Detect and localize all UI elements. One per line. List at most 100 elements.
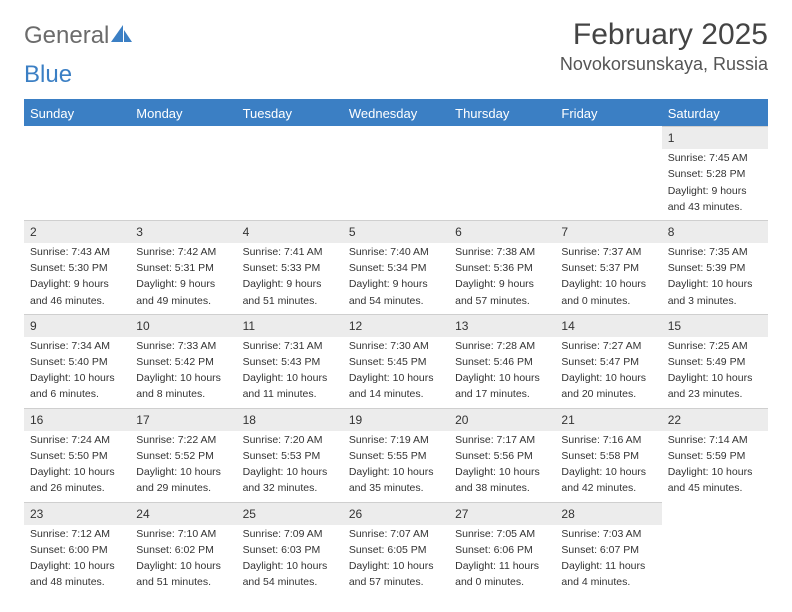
day-number: 7 [555, 220, 661, 243]
week-row: 23Sunrise: 7:12 AMSunset: 6:00 PMDayligh… [24, 502, 768, 596]
day2-text: and 20 minutes. [555, 385, 661, 401]
day-number: 11 [237, 314, 343, 337]
location-text: Novokorsunskaya, Russia [560, 54, 768, 75]
day-number: 19 [343, 408, 449, 431]
week-row: 1Sunrise: 7:45 AMSunset: 5:28 PMDaylight… [24, 126, 768, 220]
sunrise-text: Sunrise: 7:35 AM [662, 243, 768, 259]
day-cell: 15Sunrise: 7:25 AMSunset: 5:49 PMDayligh… [662, 314, 768, 408]
calendar: Sunday Monday Tuesday Wednesday Thursday… [24, 99, 768, 595]
sunrise-text: Sunrise: 7:31 AM [237, 337, 343, 353]
day1-text: Daylight: 11 hours [449, 557, 555, 573]
day-cell: 11Sunrise: 7:31 AMSunset: 5:43 PMDayligh… [237, 314, 343, 408]
day-number: 18 [237, 408, 343, 431]
day-number: 28 [555, 502, 661, 525]
day-number: 15 [662, 314, 768, 337]
day2-text: and 32 minutes. [237, 479, 343, 495]
day2-text: and 23 minutes. [662, 385, 768, 401]
day2-text: and 17 minutes. [449, 385, 555, 401]
sunset-text: Sunset: 6:06 PM [449, 541, 555, 557]
sunset-text: Sunset: 5:50 PM [24, 447, 130, 463]
sunset-text: Sunset: 5:55 PM [343, 447, 449, 463]
day1-text: Daylight: 10 hours [662, 463, 768, 479]
weekday-header: Wednesday [343, 101, 449, 126]
day-cell: 10Sunrise: 7:33 AMSunset: 5:42 PMDayligh… [130, 314, 236, 408]
sunset-text: Sunset: 5:46 PM [449, 353, 555, 369]
sunrise-text: Sunrise: 7:33 AM [130, 337, 236, 353]
weekday-header: Monday [130, 101, 236, 126]
sunset-text: Sunset: 5:36 PM [449, 259, 555, 275]
day-number: 4 [237, 220, 343, 243]
sunset-text: Sunset: 5:40 PM [24, 353, 130, 369]
day-number: 23 [24, 502, 130, 525]
week-row: 16Sunrise: 7:24 AMSunset: 5:50 PMDayligh… [24, 408, 768, 502]
day1-text: Daylight: 10 hours [555, 275, 661, 291]
day-cell: 3Sunrise: 7:42 AMSunset: 5:31 PMDaylight… [130, 220, 236, 314]
day1-text: Daylight: 10 hours [130, 463, 236, 479]
day-cell: 22Sunrise: 7:14 AMSunset: 5:59 PMDayligh… [662, 408, 768, 502]
logo: General [24, 18, 133, 50]
day2-text: and 51 minutes. [237, 292, 343, 308]
sunset-text: Sunset: 5:28 PM [662, 165, 768, 181]
logo-text-blue: Blue [24, 61, 72, 89]
day-cell: 8Sunrise: 7:35 AMSunset: 5:39 PMDaylight… [662, 220, 768, 314]
sunset-text: Sunset: 5:42 PM [130, 353, 236, 369]
day2-text: and 42 minutes. [555, 479, 661, 495]
day2-text: and 8 minutes. [130, 385, 236, 401]
day-cell [237, 126, 343, 220]
day-number: 14 [555, 314, 661, 337]
day-cell: 1Sunrise: 7:45 AMSunset: 5:28 PMDaylight… [662, 126, 768, 220]
day2-text: and 4 minutes. [555, 573, 661, 589]
day-number: 9 [24, 314, 130, 337]
sunrise-text: Sunrise: 7:38 AM [449, 243, 555, 259]
sunrise-text: Sunrise: 7:43 AM [24, 243, 130, 259]
day-cell: 17Sunrise: 7:22 AMSunset: 5:52 PMDayligh… [130, 408, 236, 502]
day-number: 20 [449, 408, 555, 431]
day-cell: 27Sunrise: 7:05 AMSunset: 6:06 PMDayligh… [449, 502, 555, 596]
day2-text: and 49 minutes. [130, 292, 236, 308]
sunrise-text: Sunrise: 7:40 AM [343, 243, 449, 259]
day1-text: Daylight: 10 hours [449, 369, 555, 385]
day-number: 2 [24, 220, 130, 243]
day-number: 3 [130, 220, 236, 243]
sunset-text: Sunset: 6:00 PM [24, 541, 130, 557]
day1-text: Daylight: 10 hours [237, 369, 343, 385]
day-number: 26 [343, 502, 449, 525]
day2-text: and 51 minutes. [130, 573, 236, 589]
day2-text: and 43 minutes. [662, 198, 768, 214]
day-cell: 12Sunrise: 7:30 AMSunset: 5:45 PMDayligh… [343, 314, 449, 408]
day-cell [449, 126, 555, 220]
day-number: 25 [237, 502, 343, 525]
logo-text-general: General [24, 22, 109, 50]
day1-text: Daylight: 10 hours [343, 463, 449, 479]
day-cell: 23Sunrise: 7:12 AMSunset: 6:00 PMDayligh… [24, 502, 130, 596]
sunset-text: Sunset: 5:43 PM [237, 353, 343, 369]
day1-text: Daylight: 9 hours [237, 275, 343, 291]
day1-text: Daylight: 10 hours [555, 463, 661, 479]
day1-text: Daylight: 10 hours [130, 369, 236, 385]
day-cell: 9Sunrise: 7:34 AMSunset: 5:40 PMDaylight… [24, 314, 130, 408]
day1-text: Daylight: 9 hours [449, 275, 555, 291]
week-row: 2Sunrise: 7:43 AMSunset: 5:30 PMDaylight… [24, 220, 768, 314]
day-cell: 14Sunrise: 7:27 AMSunset: 5:47 PMDayligh… [555, 314, 661, 408]
weekday-header: Friday [555, 101, 661, 126]
sunrise-text: Sunrise: 7:10 AM [130, 525, 236, 541]
day2-text: and 45 minutes. [662, 479, 768, 495]
day1-text: Daylight: 10 hours [343, 369, 449, 385]
day-cell: 26Sunrise: 7:07 AMSunset: 6:05 PMDayligh… [343, 502, 449, 596]
sunrise-text: Sunrise: 7:05 AM [449, 525, 555, 541]
day1-text: Daylight: 10 hours [24, 463, 130, 479]
sunset-text: Sunset: 5:33 PM [237, 259, 343, 275]
sunset-text: Sunset: 5:49 PM [662, 353, 768, 369]
day2-text: and 14 minutes. [343, 385, 449, 401]
sunrise-text: Sunrise: 7:25 AM [662, 337, 768, 353]
day-number: 12 [343, 314, 449, 337]
day-cell [24, 126, 130, 220]
day2-text: and 54 minutes. [237, 573, 343, 589]
weekday-header: Saturday [662, 101, 768, 126]
day2-text: and 6 minutes. [24, 385, 130, 401]
weeks-container: 1Sunrise: 7:45 AMSunset: 5:28 PMDaylight… [24, 126, 768, 595]
day1-text: Daylight: 11 hours [555, 557, 661, 573]
day-number: 10 [130, 314, 236, 337]
sunrise-text: Sunrise: 7:28 AM [449, 337, 555, 353]
sunrise-text: Sunrise: 7:17 AM [449, 431, 555, 447]
